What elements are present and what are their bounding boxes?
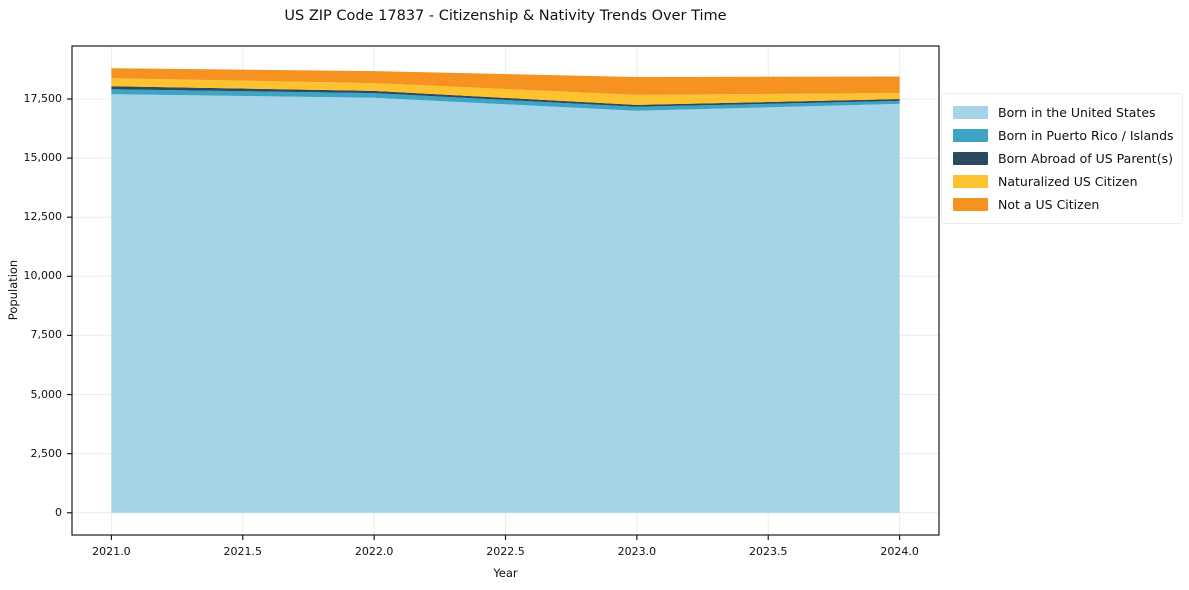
y-tick-label: 10,000	[23, 269, 63, 283]
x-tick-label: 2022.5	[486, 545, 525, 558]
y-tick-label: 17,500	[23, 91, 63, 105]
legend-item: Born in Puerto Rico / Islands	[953, 124, 1174, 147]
chart-title: US ZIP Code 17837 - Citizenship & Nativi…	[284, 8, 727, 24]
legend-item: Born in the United States	[953, 101, 1172, 124]
legend-item: Not a US Citizen	[953, 193, 1172, 216]
legend-label: Not a US Citizen	[998, 197, 1100, 212]
legend-swatch-born-abroad	[953, 152, 988, 165]
x-tick-label: 2021.5	[223, 545, 263, 558]
area-series-1	[111, 89, 900, 111]
y-tick-label: 5,000	[30, 387, 63, 401]
x-tick-label: 2024.0	[880, 545, 919, 558]
y-tick-label: 12,500	[23, 210, 63, 224]
x-tick-label: 2023.0	[617, 545, 657, 558]
legend-item: Naturalized US Citizen	[953, 170, 1172, 193]
y-tick-label: 0	[55, 505, 62, 519]
y-tick-label: 15,000	[23, 151, 63, 165]
legend-label: Born in the United States	[998, 105, 1156, 120]
x-tick-label: 2022.0	[354, 545, 394, 558]
legend-label: Born in Puerto Rico / Islands	[998, 128, 1174, 143]
legend-swatch-puerto-rico	[953, 129, 988, 142]
legend-item: Born Abroad of US Parent(s)	[953, 147, 1173, 170]
legend-label: Born Abroad of US Parent(s)	[998, 151, 1173, 166]
x-tick-label: 2023.5	[748, 545, 788, 558]
area-series-4	[111, 68, 900, 95]
x-axis-label: Year	[493, 566, 518, 580]
x-tick-label: 2021.0	[92, 545, 131, 558]
area-series-2	[111, 86, 900, 107]
legend-swatch-naturalized	[953, 175, 988, 188]
y-tick-label: 2,500	[30, 446, 63, 460]
y-tick-label: 7,500	[30, 328, 63, 342]
legend-swatch-not-citizen	[953, 198, 988, 211]
y-axis-label: Population	[6, 259, 20, 321]
area-series-3	[111, 78, 900, 105]
area-series-0	[111, 94, 900, 513]
legend: Born in the United States Born in Puerto…	[941, 93, 1183, 224]
legend-swatch-born-us	[953, 106, 988, 119]
legend-label: Naturalized US Citizen	[998, 174, 1138, 189]
